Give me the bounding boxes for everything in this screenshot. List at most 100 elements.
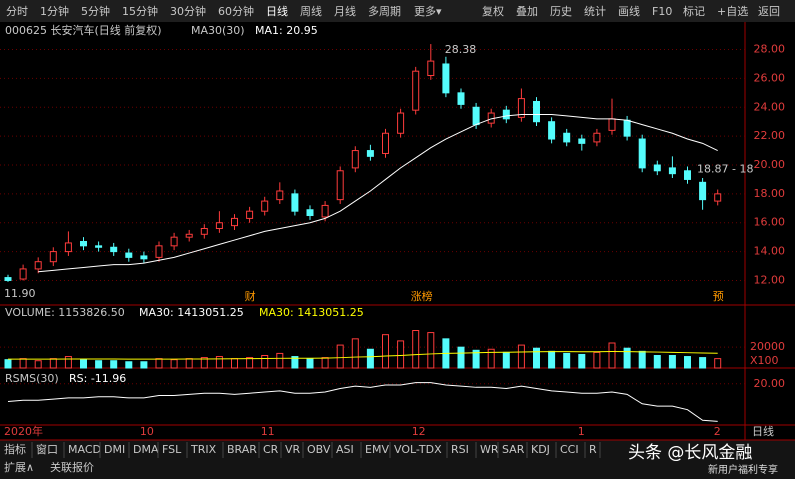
indicator-tab[interactable]: 窗口 [36,442,58,456]
volume-bar [502,351,510,369]
volume-bar [80,359,87,369]
indicator-tab[interactable]: R [589,443,597,456]
y-tick-label: 26.00 [754,71,786,84]
toolbar-button[interactable]: 标记 [683,4,705,18]
volume-bar [185,358,193,369]
indicator-tab[interactable]: RSI [451,443,469,456]
volume-bar [382,334,389,369]
candle-body [714,193,722,202]
candle-body [533,101,540,123]
y-tick-label: 12.00 [754,273,786,286]
candle-body [276,190,284,201]
toolbar-button[interactable]: 多周期 [368,4,401,18]
toolbar-button[interactable]: 60分钟 [218,4,254,18]
toolbar-button[interactable]: 30分钟 [170,4,206,18]
toolbar-button[interactable]: 1分钟 [40,4,69,18]
volume-bar [472,349,480,369]
toolbar-button[interactable]: F10 [652,5,672,18]
volume-bar [578,353,586,369]
promo: 新用户福利专享 [708,463,778,476]
period-label: 日线 [752,424,774,438]
toolbar-button[interactable]: 统计 [584,5,606,18]
toolbar-button[interactable]: 5分钟 [81,4,110,18]
y-tick-label: 20.00 [754,377,786,390]
volume-bar [668,355,676,369]
last-annotation: 18.87 - 18 [697,163,753,176]
indicator-tab[interactable]: KDJ [531,443,550,456]
y-tick-label: 20.00 [754,158,786,171]
candle-body [578,138,586,144]
candle-body [200,228,208,235]
candle-body [412,70,420,111]
candle-body [699,181,707,201]
indicator-tab[interactable]: OBV [307,443,331,456]
footer-button[interactable]: 关联报价 [50,460,94,474]
toolbar-button[interactable]: 15分钟 [122,4,158,18]
volume-bar [170,359,178,369]
indicator-tab[interactable]: DMA [133,443,159,456]
indicator-tab[interactable]: SAR [502,443,525,456]
toolbar-button[interactable]: 周线 [300,4,322,18]
candle-body [548,121,556,140]
ma-line [38,113,718,273]
volume-bar [261,355,269,369]
y-tick-label: 14.00 [754,245,786,258]
indicator-tab[interactable]: DMI [104,443,125,456]
volume-bar [64,356,72,369]
volume-bar [215,356,223,369]
toolbar-button[interactable]: 月线 [334,4,356,18]
candle-body [231,217,238,227]
toolbar-button[interactable]: 历史 [550,5,572,18]
volume-bar [246,357,254,369]
y-tick-label: 20000 [750,340,785,353]
indicator-info: MA30: 1413051.25 [139,306,244,319]
volume-bar [306,358,314,369]
volume-bar [125,361,133,369]
toolbar-button[interactable]: +自选 [717,5,748,18]
toolbar-button[interactable]: 更多▾ [414,4,442,18]
candle-body [80,240,87,247]
candle-body [608,118,616,131]
indicator-tab[interactable]: WR [480,443,499,456]
toolbar-button[interactable]: 画线 [618,4,640,18]
indicator-tab[interactable]: VOL-TDX [394,443,442,456]
candle-body [668,167,676,175]
x-tick-label: 2020年 [4,424,43,438]
candle-body [351,150,359,169]
toolbar-button[interactable]: 分时 [6,5,28,18]
toolbar-button[interactable]: 返回 [758,5,780,18]
indicator-tab[interactable]: EMV [365,443,389,456]
candle-body [170,236,178,247]
indicator-tab[interactable]: ASI [336,443,354,456]
indicator-info: MA1: 20.95 [255,24,318,37]
toolbar-button[interactable]: 日线 [266,4,288,18]
candle-body [321,204,329,218]
indicator-tab[interactable]: CCI [560,443,579,456]
event-marker: 预 [713,290,724,303]
low-annotation: 11.90 [4,287,36,300]
y-tick-label: 28.00 [754,43,786,56]
footer-button[interactable]: 扩展∧ [4,460,34,474]
volume-bar [517,344,525,369]
volume-bar [487,348,495,369]
candle-body [64,242,72,253]
candle-body [502,109,510,120]
toolbar-button[interactable]: 叠加 [516,5,538,18]
indicator-tab[interactable]: TRIX [190,443,217,456]
indicator-tab[interactable]: BRAR [227,443,257,456]
indicator-tab[interactable]: 指标 [4,442,26,456]
candle-body [185,233,193,238]
indicator-tab[interactable]: FSL [162,443,182,456]
x-tick-label: 12 [412,425,426,438]
candle-body [427,60,435,77]
candle-body [442,63,450,94]
indicator-tab[interactable]: MACD [68,443,101,456]
volume-bar [34,360,42,369]
toolbar-button[interactable]: 复权 [482,4,504,18]
volume-bar [110,360,118,369]
indicator-tab[interactable]: CR [263,443,279,456]
indicator-tab[interactable]: VR [285,443,301,456]
volume-bar [49,358,57,369]
candle-body [397,112,405,134]
